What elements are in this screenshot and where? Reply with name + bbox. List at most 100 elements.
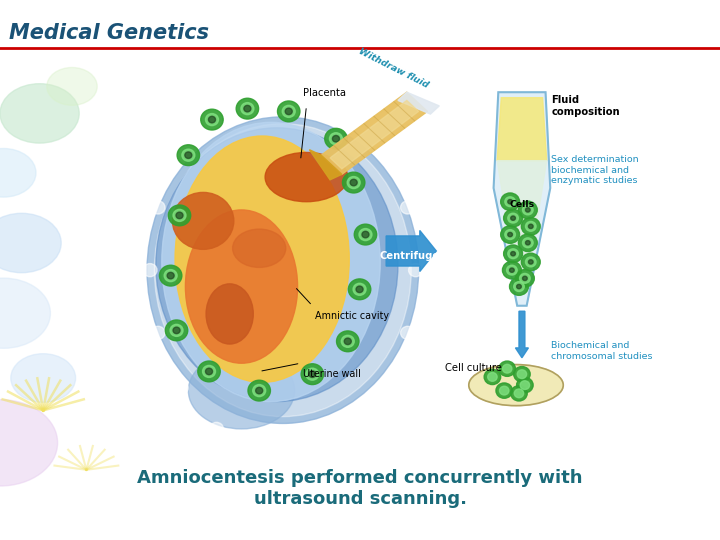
Circle shape (301, 364, 323, 384)
Circle shape (496, 383, 513, 399)
Circle shape (0, 148, 36, 197)
Circle shape (168, 205, 191, 226)
Text: Fluid
composition: Fluid composition (552, 95, 620, 117)
Circle shape (499, 361, 516, 376)
Circle shape (510, 216, 516, 220)
Circle shape (210, 105, 223, 118)
Ellipse shape (147, 117, 418, 423)
Circle shape (330, 133, 343, 145)
Circle shape (277, 101, 300, 122)
Circle shape (342, 105, 356, 118)
Circle shape (333, 136, 340, 142)
Circle shape (508, 232, 513, 237)
Circle shape (500, 193, 520, 211)
Circle shape (359, 228, 372, 241)
Circle shape (518, 234, 537, 252)
Circle shape (166, 320, 188, 341)
Circle shape (518, 201, 537, 219)
Circle shape (500, 226, 520, 244)
Circle shape (528, 260, 533, 264)
Circle shape (241, 103, 254, 114)
Circle shape (248, 380, 271, 401)
Circle shape (172, 192, 234, 249)
Circle shape (256, 387, 263, 394)
Circle shape (510, 268, 514, 272)
Circle shape (336, 331, 359, 352)
Circle shape (173, 327, 180, 334)
Circle shape (523, 205, 533, 215)
Circle shape (508, 249, 518, 259)
Circle shape (500, 386, 509, 395)
Circle shape (408, 264, 423, 276)
Circle shape (362, 231, 369, 238)
Circle shape (208, 116, 215, 123)
Circle shape (484, 369, 500, 384)
Circle shape (510, 386, 527, 401)
Circle shape (0, 84, 79, 143)
Ellipse shape (156, 128, 398, 402)
Circle shape (198, 361, 220, 382)
Circle shape (0, 213, 61, 273)
Circle shape (343, 172, 365, 193)
Circle shape (201, 109, 223, 130)
Circle shape (510, 278, 528, 295)
Circle shape (526, 208, 530, 212)
Circle shape (342, 422, 356, 435)
Circle shape (0, 278, 50, 348)
Circle shape (523, 238, 533, 248)
Text: ultrasound scanning.: ultrasound scanning. (253, 490, 467, 509)
Circle shape (517, 370, 526, 379)
Circle shape (299, 444, 313, 457)
Circle shape (505, 230, 516, 240)
Text: Medical Genetics: Medical Genetics (9, 23, 209, 43)
Text: Placenta: Placenta (302, 87, 346, 98)
Text: Sex determination
biochemical and
enzymatic studies: Sex determination biochemical and enzyma… (552, 155, 639, 185)
Circle shape (517, 285, 521, 289)
Polygon shape (497, 160, 546, 289)
Circle shape (151, 201, 165, 214)
Circle shape (174, 146, 188, 159)
Circle shape (202, 366, 215, 377)
FancyArrow shape (516, 311, 528, 357)
Ellipse shape (154, 124, 411, 416)
Circle shape (143, 264, 157, 276)
Circle shape (523, 276, 527, 281)
Ellipse shape (206, 284, 253, 344)
Circle shape (505, 197, 516, 207)
Circle shape (354, 224, 377, 245)
Text: Biochemical and
chromosomal studies: Biochemical and chromosomal studies (552, 341, 653, 361)
Circle shape (507, 265, 517, 275)
Polygon shape (321, 92, 428, 174)
Circle shape (344, 338, 351, 345)
Circle shape (205, 113, 218, 126)
Circle shape (348, 279, 371, 300)
Circle shape (508, 199, 513, 204)
Text: Amniocentesis performed concurrently with: Amniocentesis performed concurrently wit… (138, 469, 582, 487)
Circle shape (526, 221, 536, 231)
Circle shape (253, 444, 267, 457)
Circle shape (513, 367, 530, 382)
Circle shape (182, 149, 195, 161)
Circle shape (508, 213, 518, 223)
Circle shape (487, 373, 497, 381)
Circle shape (526, 257, 536, 267)
Circle shape (400, 201, 415, 214)
Text: Withdraw fluid: Withdraw fluid (356, 46, 429, 90)
Circle shape (205, 368, 212, 375)
Polygon shape (494, 92, 550, 306)
Circle shape (341, 335, 354, 347)
Circle shape (299, 83, 313, 96)
Circle shape (350, 179, 357, 186)
Circle shape (516, 269, 534, 287)
Circle shape (309, 371, 316, 377)
Circle shape (236, 98, 258, 119)
Circle shape (177, 145, 199, 166)
Circle shape (0, 400, 58, 486)
Ellipse shape (233, 229, 286, 267)
Ellipse shape (189, 352, 294, 429)
Circle shape (210, 422, 223, 435)
Circle shape (164, 269, 177, 282)
Circle shape (353, 284, 366, 295)
Circle shape (176, 212, 183, 219)
Circle shape (514, 389, 523, 398)
